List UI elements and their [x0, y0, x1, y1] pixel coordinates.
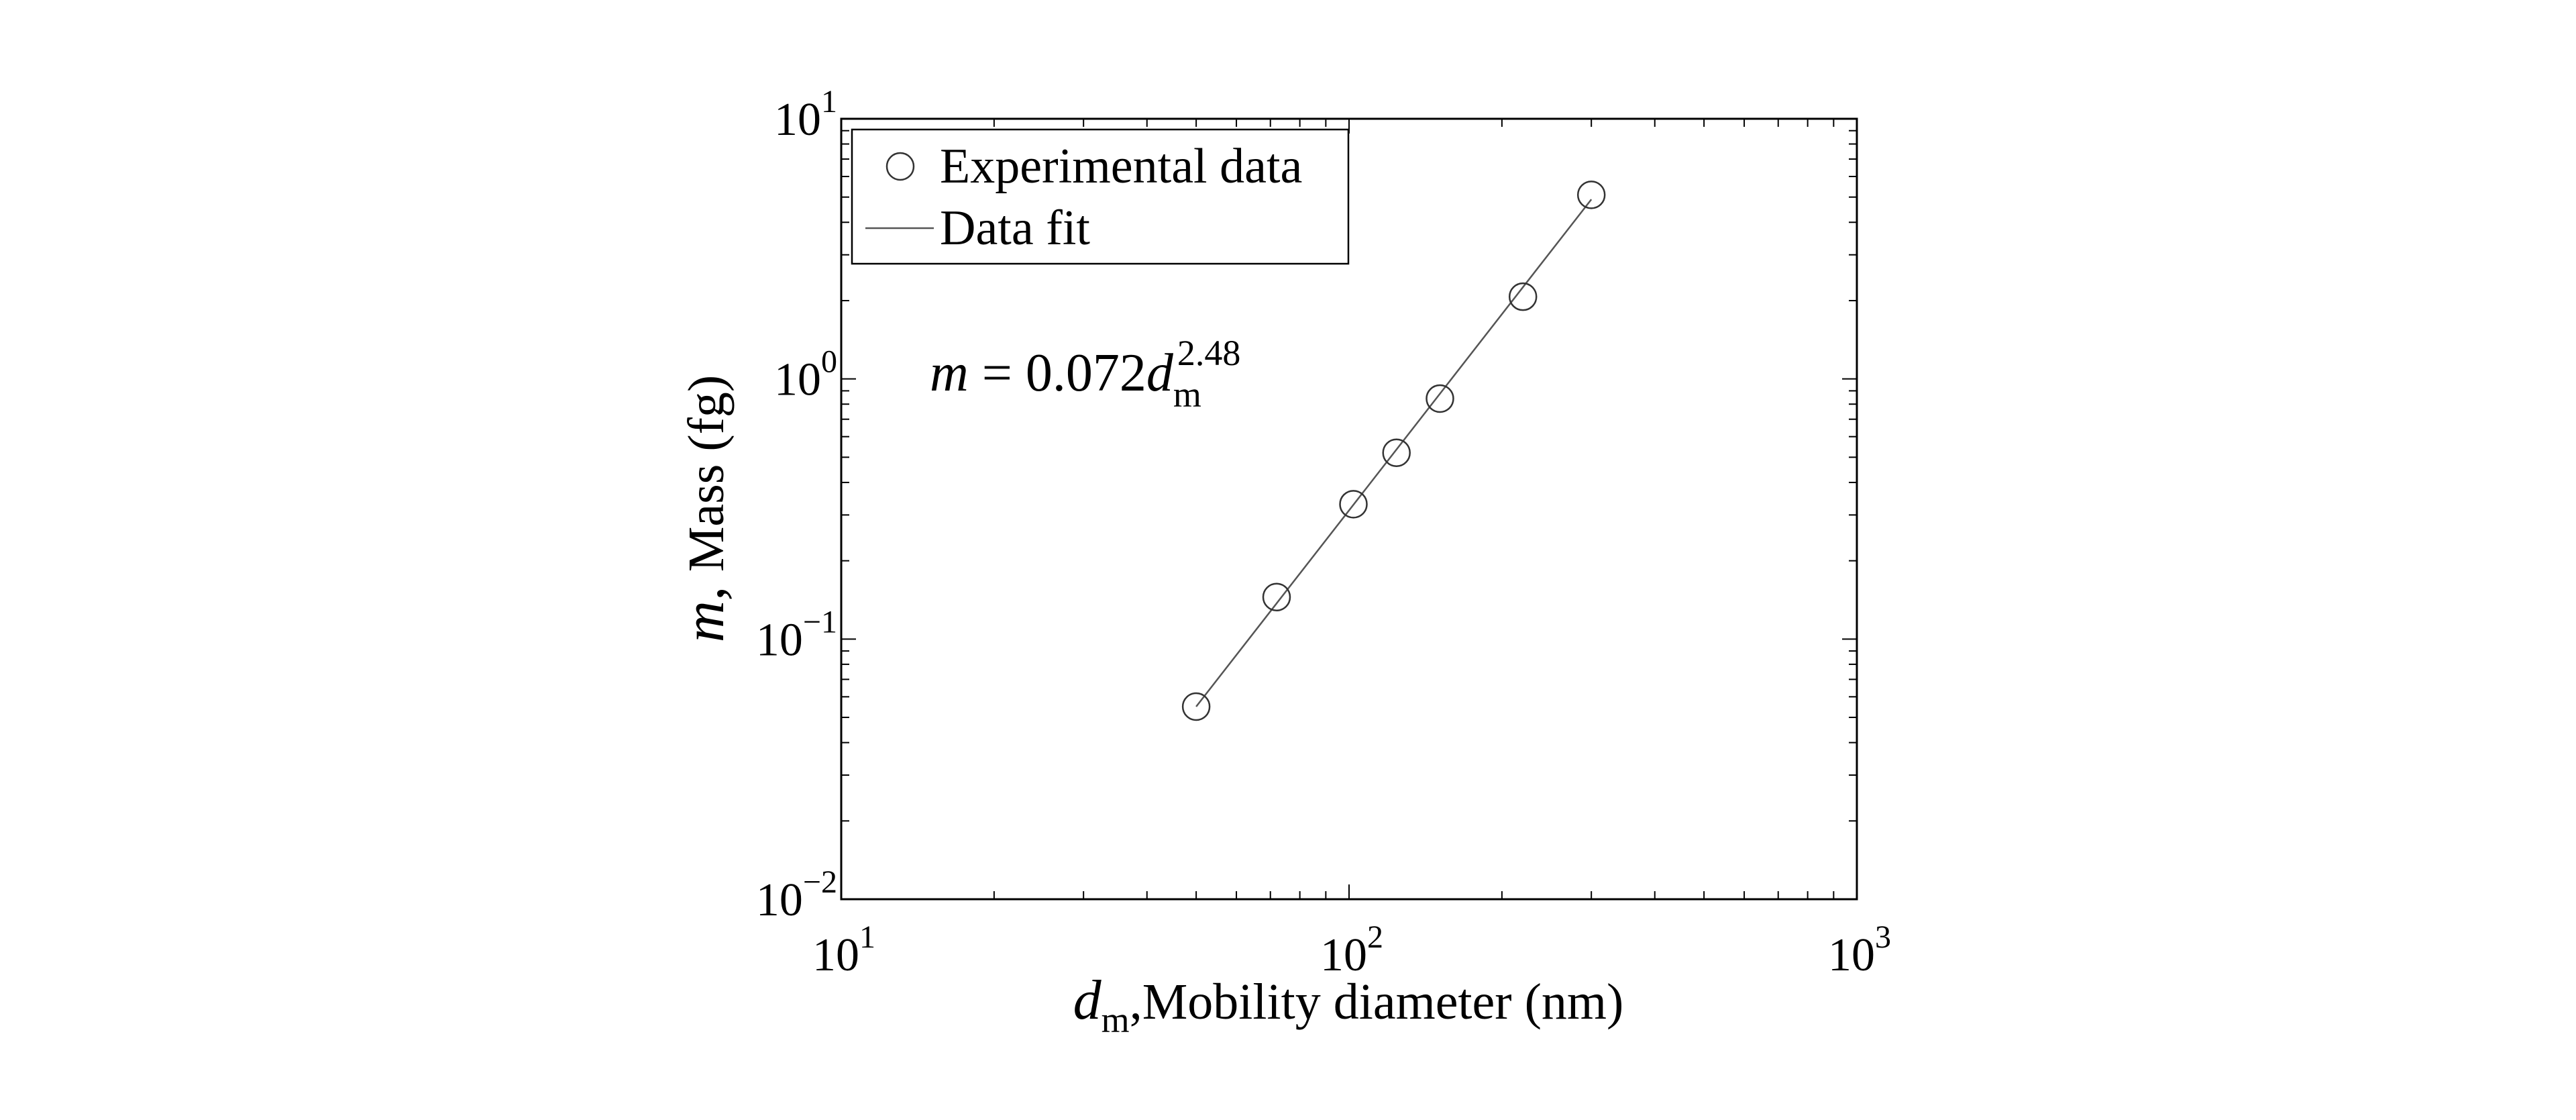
x-tick-label: 102 — [1320, 919, 1383, 981]
y-tick-label-base: 10 — [756, 614, 803, 666]
y-axis-label: m, Mass (fg) — [672, 375, 736, 643]
fit-equation: m = 0.072dm2.48 — [930, 333, 1240, 415]
legend-label-fit: Data fit — [940, 201, 1090, 256]
y-tick-label-exp: −1 — [803, 604, 837, 640]
series — [1181, 181, 1606, 721]
data-point — [1508, 282, 1538, 311]
y-tick-label: 100 — [774, 344, 837, 406]
legend: Experimental data Data fit — [851, 128, 1350, 265]
ticks — [841, 118, 1858, 900]
y-tick-label-exp: 0 — [821, 344, 837, 380]
x-tick-label: 103 — [1828, 919, 1891, 981]
data-point — [1339, 490, 1368, 519]
y-tick-label: 10−2 — [756, 864, 837, 926]
legend-label-experimental: Experimental data — [940, 139, 1302, 194]
fit-equation-coefficient: = 0.072 — [969, 344, 1146, 403]
x-tick-label-base: 10 — [1320, 929, 1367, 981]
x-tick-label-exp: 3 — [1875, 919, 1891, 955]
data-point — [1262, 582, 1291, 612]
data-point — [1576, 181, 1606, 209]
data-point — [1426, 384, 1454, 413]
x-tick-label-exp: 1 — [859, 919, 875, 955]
y-tick-label-base: 10 — [774, 94, 821, 146]
x-axis-label-text: ,Mobility diameter (nm) — [1130, 974, 1624, 1030]
x-tick-label: 101 — [812, 919, 875, 981]
x-axis-label-subscript: m — [1102, 1000, 1130, 1040]
y-axis-label-symbol: m, — [672, 572, 736, 642]
fit-equation-lhs: m — [930, 344, 969, 403]
y-tick-label-exp: 1 — [821, 84, 837, 119]
x-tick-label-base: 10 — [1828, 929, 1875, 981]
x-axis-label-symbol: d — [1073, 969, 1102, 1031]
x-tick-label-exp: 2 — [1367, 919, 1383, 955]
legend-marker-icon — [885, 152, 915, 181]
y-tick-label: 101 — [774, 84, 837, 146]
y-tick-label-base: 10 — [756, 874, 803, 926]
y-axis-label-text: Mass (fg) — [678, 375, 735, 572]
legend-box — [851, 128, 1350, 265]
fit-equation-subscript: m — [1173, 374, 1201, 415]
fit-equation-exponent: 2.48 — [1177, 333, 1241, 373]
data-point — [1181, 692, 1211, 721]
data-point — [1382, 438, 1411, 468]
y-tick-label-base: 10 — [774, 354, 821, 406]
fit-equation-symbol: d — [1146, 344, 1174, 403]
y-tick-label: 10−1 — [756, 604, 837, 666]
x-axis-label: dm,Mobility diameter (nm) — [1073, 969, 1624, 1040]
x-tick-label-base: 10 — [812, 929, 859, 981]
y-tick-label-exp: −2 — [803, 864, 837, 900]
